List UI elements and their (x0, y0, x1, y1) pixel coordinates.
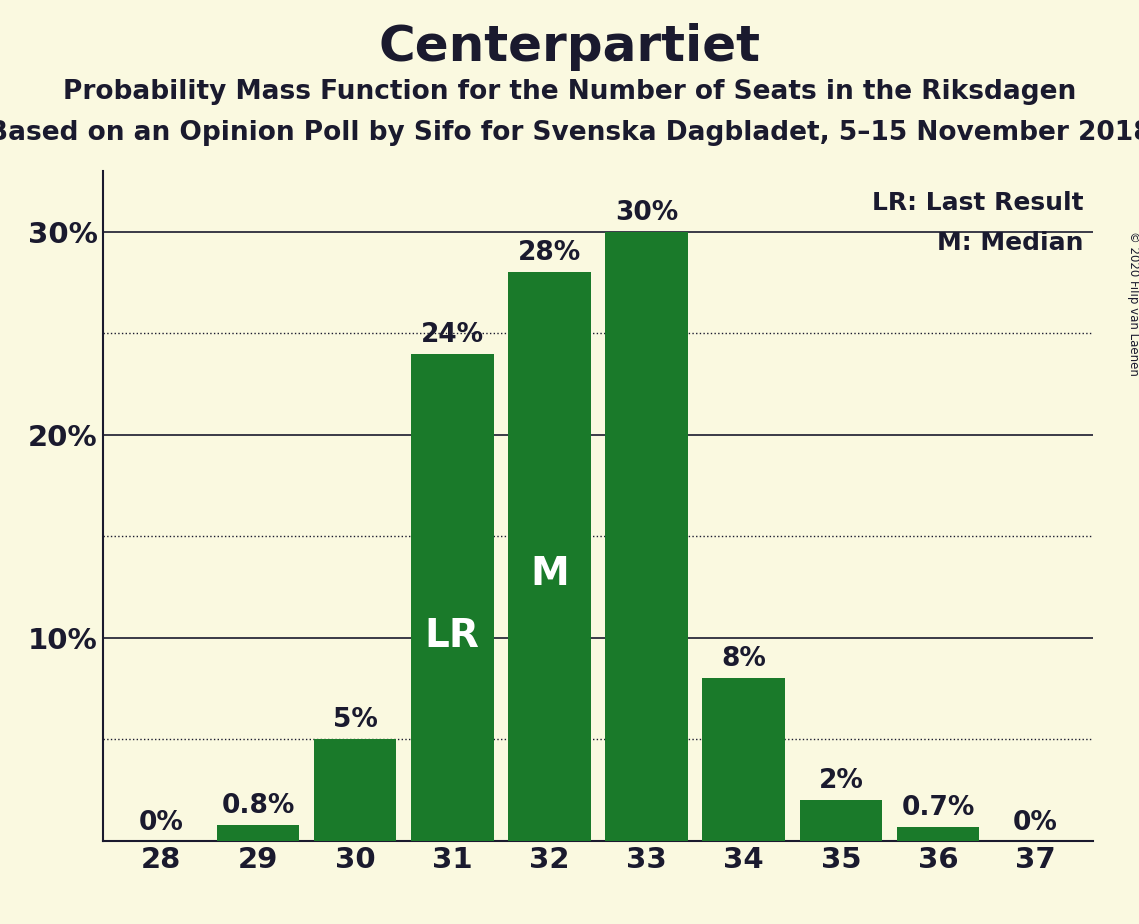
Text: 8%: 8% (721, 647, 767, 673)
Bar (411, 354, 493, 841)
Bar (508, 273, 591, 841)
Text: 28%: 28% (518, 240, 581, 266)
Text: 0%: 0% (1013, 809, 1058, 836)
Bar (605, 232, 688, 841)
Text: LR: Last Result: LR: Last Result (872, 191, 1083, 215)
Bar (314, 739, 396, 841)
Bar (216, 824, 300, 841)
Text: M: M (530, 554, 568, 592)
Text: 30%: 30% (615, 200, 678, 225)
Text: Centerpartiet: Centerpartiet (378, 23, 761, 71)
Text: Probability Mass Function for the Number of Seats in the Riksdagen: Probability Mass Function for the Number… (63, 79, 1076, 104)
Bar (896, 827, 980, 841)
Text: M: Median: M: Median (937, 231, 1083, 255)
Text: 2%: 2% (819, 768, 863, 794)
Text: 24%: 24% (420, 322, 484, 347)
Bar (703, 678, 785, 841)
Text: © 2020 Filip van Laenen: © 2020 Filip van Laenen (1126, 231, 1139, 376)
Text: 0.7%: 0.7% (901, 795, 975, 821)
Text: LR: LR (425, 617, 480, 655)
Bar (800, 800, 882, 841)
Text: 5%: 5% (333, 707, 377, 734)
Text: 0.8%: 0.8% (221, 793, 295, 819)
Text: 0%: 0% (138, 809, 183, 836)
Text: Based on an Opinion Poll by Sifo for Svenska Dagbladet, 5–15 November 2018: Based on an Opinion Poll by Sifo for Sve… (0, 120, 1139, 146)
